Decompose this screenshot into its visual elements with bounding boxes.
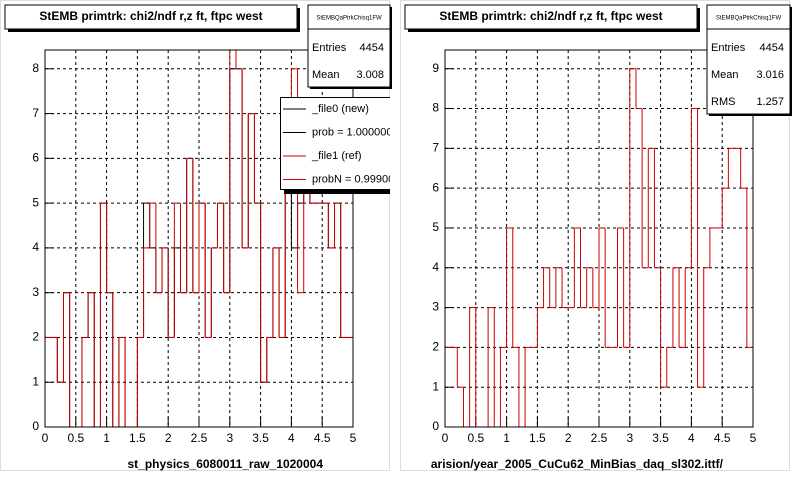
x-tick-label: 3: [226, 431, 233, 445]
y-tick-label: 9: [432, 61, 439, 75]
stats-value: 1.257: [756, 96, 784, 108]
y-tick-label: 2: [32, 330, 39, 344]
x-axis-label: st_physics_6080011_raw_1020004: [127, 457, 323, 471]
x-tick-label: 1.5: [129, 431, 146, 445]
stats-value: 3.008: [356, 69, 384, 81]
title-box: [4, 4, 298, 30]
chart-title: StEMB primtrk: chi2/ndf r,z ft, ftpc wes…: [39, 9, 262, 23]
y-tick-label: 1: [432, 379, 439, 393]
y-tick-label: 2: [432, 340, 439, 354]
pad: 0 0.5 1 1.5 2 2.5 3 3.5 4 4.5 5 0 1 2 3 4 5 6 7 8 9 arision/y…: [400, 0, 792, 471]
y-tick-label: 3: [32, 285, 39, 299]
stats-label: Mean: [312, 69, 340, 81]
x-tick-label: 3: [626, 431, 633, 445]
y-tick-label: 7: [432, 141, 439, 155]
y-tick-label: 3: [432, 300, 439, 314]
x-tick-label: 1.5: [529, 431, 546, 445]
frame: [44, 49, 354, 428]
x-tick-label: 0.5: [67, 431, 84, 445]
legend-label: probN = 0.99900: [312, 173, 394, 185]
y-tick-label: 5: [32, 195, 39, 209]
stats-name: StEMBQaPtrkChisq1FW: [716, 16, 782, 22]
y-tick-label: 7: [32, 106, 39, 120]
x-tick-label: 5: [750, 431, 757, 445]
frame: [444, 49, 754, 428]
legend: _file0 (new) prob = 1.000000 _file1 (ref) p…: [280, 97, 394, 194]
y-tick-label: 1: [32, 374, 39, 388]
y-tick-label: 8: [432, 101, 439, 115]
x-tick-label: 2: [565, 431, 572, 445]
legend-label: _file0 (new): [311, 103, 369, 115]
stats-label: Mean: [711, 69, 739, 81]
y-tick-label: 6: [32, 151, 39, 165]
stats-label: Entries: [711, 42, 746, 54]
y-tick-label: 4: [432, 260, 439, 274]
y-tick-label: 5: [432, 220, 439, 234]
x-tick-label: 5: [350, 431, 357, 445]
pad: 0 0.5 1 1.5 2 2.5 3 3.5 4 4.5 5 0 1 2 3 4 5 6 7 8 st_physics…: [0, 0, 394, 471]
stats-value: 3.016: [756, 69, 784, 81]
stats-value: 4454: [360, 42, 384, 54]
stats-box: [307, 4, 391, 88]
legend-label: _file1 (ref): [311, 150, 362, 162]
y-tick-label: 8: [32, 61, 39, 75]
stats-box: [706, 4, 791, 115]
stats-value: 4454: [760, 42, 784, 54]
x-tick-label: 2: [165, 431, 172, 445]
x-tick-label: 3.5: [652, 431, 669, 445]
x-tick-label: 0: [442, 431, 449, 445]
x-tick-label: 1: [103, 431, 110, 445]
y-tick-label: 4: [32, 240, 39, 254]
legend-label: prob = 1.000000: [312, 126, 392, 138]
legend-box: [280, 97, 390, 190]
histograms: [445, 68, 753, 427]
title-box: [404, 4, 698, 30]
x-tick-label: 4.5: [314, 431, 331, 445]
x-tick-label: 0: [42, 431, 49, 445]
y-tick-label: 0: [432, 419, 439, 433]
chart-title: StEMB primtrk: chi2/ndf r,z ft, ftpc wes…: [439, 9, 662, 23]
x-axis-label: arision/year_2005_CuCu62_MinBias_daq_sl3…: [431, 457, 724, 471]
x-tick-label: 4.5: [714, 431, 731, 445]
x-tick-label: 3.5: [252, 431, 269, 445]
x-tick-label: 4: [288, 431, 295, 445]
x-tick-label: 2.5: [591, 431, 608, 445]
stats-label: Entries: [312, 42, 347, 54]
histograms: [45, 50, 353, 427]
x-tick-label: 1: [503, 431, 510, 445]
x-tick-label: 0.5: [467, 431, 484, 445]
stats-name: StEMBQaPtrkChisq1FW: [316, 16, 382, 22]
x-tick-label: 4: [688, 431, 695, 445]
stats-label: RMS: [711, 96, 735, 108]
x-tick-label: 2.5: [191, 431, 208, 445]
y-tick-label: 6: [432, 180, 439, 194]
y-tick-label: 0: [32, 419, 39, 433]
